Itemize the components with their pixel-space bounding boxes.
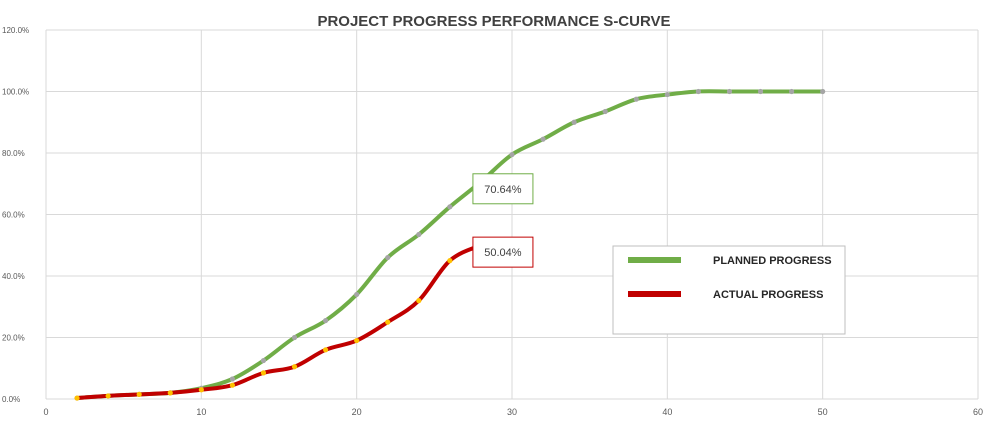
x-tick-label: 10 [196, 407, 206, 417]
data-point [260, 357, 267, 364]
y-tick-label: 60.0% [2, 211, 25, 220]
legend: PLANNED PROGRESS ACTUAL PROGRESS [612, 245, 846, 335]
callout-box [472, 236, 534, 268]
data-point [323, 317, 329, 324]
data-point [229, 382, 235, 388]
data-point [571, 119, 577, 125]
data-point [167, 390, 173, 396]
data-point [198, 387, 204, 393]
x-tick-label: 20 [352, 407, 362, 417]
data-point [633, 96, 639, 102]
y-tick-label: 20.0% [2, 334, 25, 343]
axis-tick-labels: 0.0% 20.0% 40.0% 60.0% 80.0% 100.0% 120.0% 0 10 2… [2, 26, 983, 417]
x-tick-label: 30 [507, 407, 517, 417]
y-tick-label: 0.0% [2, 395, 20, 404]
legend-label: ACTUAL PROGRESS [713, 289, 823, 301]
data-point [757, 88, 764, 95]
data-point [416, 298, 422, 304]
callout-label: 70.64% [484, 184, 522, 196]
data-point [695, 88, 702, 95]
data-point [416, 231, 422, 238]
data-point [385, 254, 391, 261]
y-tick-label: 40.0% [2, 272, 25, 281]
data-callouts: 70.64% 50.04% [472, 173, 534, 268]
y-tick-label: 120.0% [2, 26, 29, 35]
data-point [820, 88, 826, 95]
data-point [664, 91, 670, 98]
data-point [354, 337, 360, 344]
data-point [136, 391, 142, 397]
y-tick-label: 100.0% [2, 88, 29, 97]
x-tick-label: 60 [973, 407, 983, 417]
data-point [447, 258, 453, 264]
data-point [540, 136, 546, 142]
series-line-actual [75, 243, 483, 401]
x-tick-label: 40 [662, 407, 672, 417]
series-lines [74, 88, 826, 401]
data-point [323, 347, 329, 353]
data-point [726, 88, 733, 95]
data-point [229, 376, 235, 382]
data-point [447, 204, 453, 210]
data-point [291, 334, 298, 341]
callout-box [472, 173, 534, 205]
data-point [602, 108, 608, 115]
data-point [105, 393, 111, 399]
data-point [354, 291, 360, 298]
data-point [291, 364, 298, 370]
data-point [260, 370, 267, 376]
data-point [789, 88, 795, 95]
data-point [509, 151, 515, 158]
x-tick-label: 50 [818, 407, 828, 417]
y-tick-label: 80.0% [2, 149, 25, 158]
x-tick-label: 0 [43, 407, 48, 417]
data-point [74, 395, 80, 401]
legend-label: PLANNED PROGRESS [713, 255, 832, 267]
chart-title: PROJECT PROGRESS PERFORMANCE S-CURVE [317, 13, 670, 30]
data-point [385, 319, 391, 325]
callout-label: 50.04% [484, 247, 522, 259]
